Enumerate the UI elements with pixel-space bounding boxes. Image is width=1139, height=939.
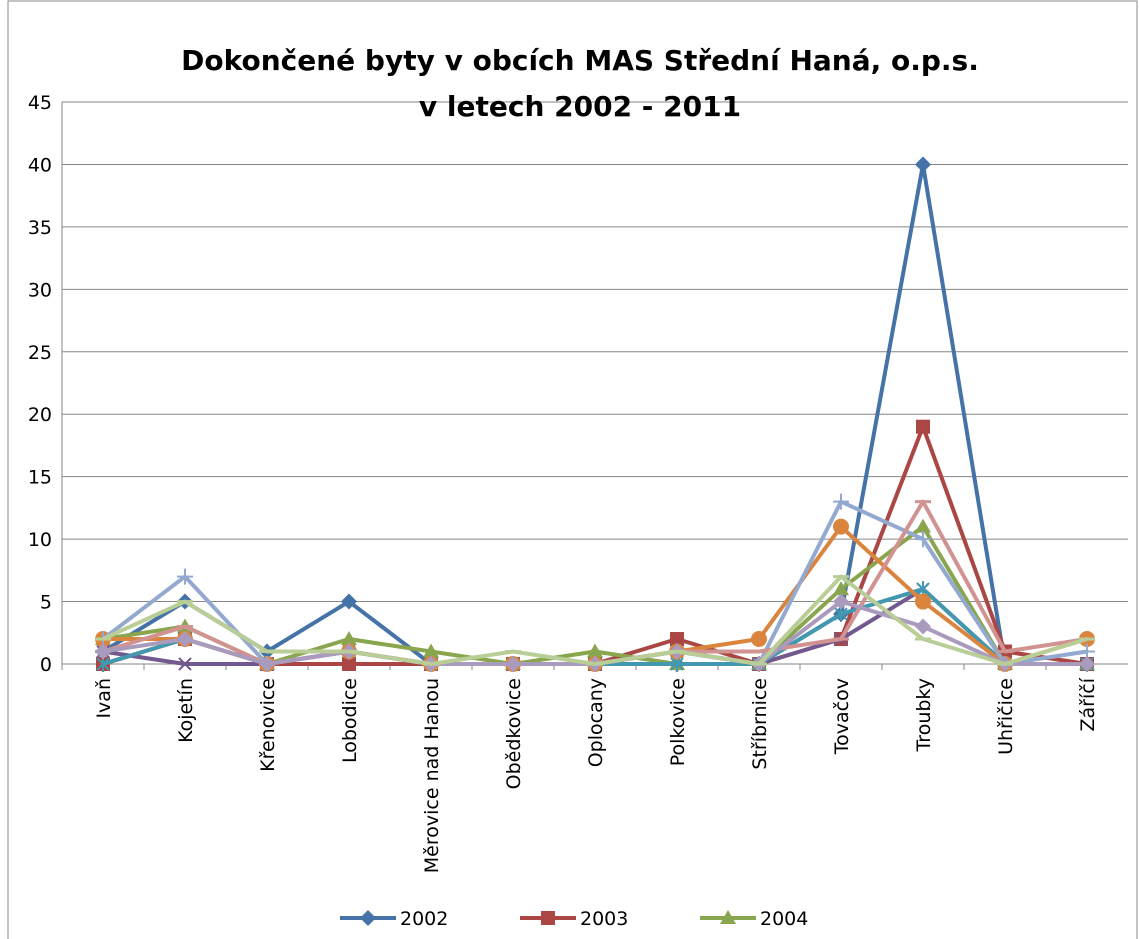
marker [720,910,736,924]
y-tick-label: 45 [28,92,52,114]
y-tick-label: 30 [28,279,52,301]
legend-label: 2004 [760,908,808,930]
marker [915,531,931,548]
marker [259,656,275,672]
marker [342,657,356,671]
marker [915,618,931,635]
y-tick-label: 25 [28,342,52,364]
marker [916,419,930,434]
marker [95,643,111,660]
y-tick-label: 40 [28,154,52,176]
y-tick-label: 0 [40,654,52,676]
x-tick-label: Lobodice [339,678,361,763]
x-tick-label: Uhřičice [995,678,1017,755]
x-tick-label: Troubky [913,678,935,753]
marker [833,581,849,596]
legend-label: 2003 [580,908,628,930]
y-tick-label: 10 [28,529,52,551]
series [96,419,1094,671]
marker [505,656,521,672]
x-tick-label: Ivaň [93,678,115,719]
x-tick-label: Oplocany [585,678,607,767]
x-tick-label: Obědkovice [503,678,525,789]
marker [915,156,931,173]
marker [541,911,555,925]
marker [178,657,192,671]
marker [915,593,931,610]
marker [360,910,376,926]
marker [915,518,931,533]
marker [423,643,439,658]
series [95,593,1095,672]
y-tick-label: 15 [28,467,52,489]
x-tick-label: Polkovice [667,678,689,766]
chart-border [7,0,1138,939]
marker [670,632,684,647]
y-tick-label: 20 [28,404,52,426]
marker [833,493,849,510]
marker [751,631,767,648]
marker [1079,656,1095,672]
marker [833,593,849,610]
marker [341,631,357,646]
legend-label: 2002 [400,908,448,930]
x-tick-label: Kojetín [175,678,197,743]
marker [177,631,193,648]
marker [587,643,603,658]
x-tick-label: Tovačov [831,678,853,755]
series-line [102,424,1088,666]
marker [833,518,849,535]
series [95,574,1095,666]
y-tick-label: 5 [40,592,52,614]
marker [341,593,357,610]
y-tick-label: 35 [28,217,52,239]
chart-title: Dokončené byty v obcích MAS Střední Haná… [181,44,979,123]
marker [177,568,193,585]
x-tick-label: Měrovice nad Hanou [421,678,443,873]
x-tick-label: Záříčí [1077,677,1099,731]
x-tick-label: Křenovice [257,678,279,772]
x-tick-label: Stříbrnice [749,678,771,770]
